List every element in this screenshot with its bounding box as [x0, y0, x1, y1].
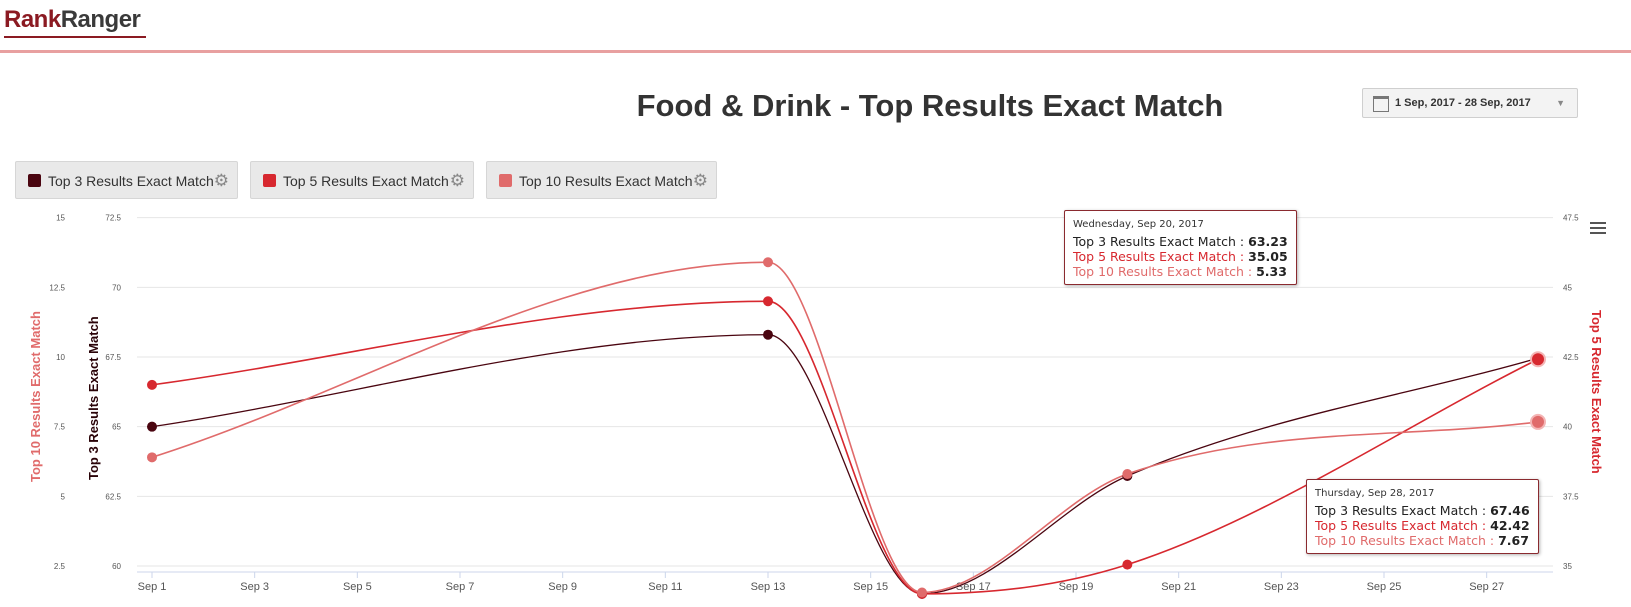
top-bar: RankRanger [0, 0, 1631, 53]
data-point-top5 [763, 296, 773, 307]
x-tick-label: Sep 5 [343, 581, 372, 593]
y-tick-label-top3: 65 [112, 423, 121, 432]
y-tick-label-top10: 7.5 [54, 423, 66, 432]
y-tick-label-top10: 15 [56, 214, 65, 223]
x-tick-label: Sep 9 [548, 581, 577, 593]
legend-label-top5: Top 5 Results Exact Match [283, 173, 449, 189]
calendar-icon [1373, 96, 1389, 112]
tooltip-date: Wednesday, Sep 20, 2017 [1073, 219, 1204, 230]
x-tick-label: Sep 23 [1264, 581, 1299, 593]
legend-item-top5[interactable]: Top 5 Results Exact Match ⚙ [250, 161, 474, 199]
logo-rank-text: Rank [4, 6, 61, 33]
y-tick-label-top5: 45 [1563, 283, 1572, 292]
data-point-top10 [1122, 469, 1133, 480]
date-range-text: 1 Sep, 2017 - 28 Sep, 2017 [1395, 97, 1531, 109]
tooltip-row-top5: Top 5 Results Exact Match : 42.42 [1315, 518, 1530, 533]
y-tick-label-top10: 10 [56, 353, 65, 362]
tooltip-row-top3: Top 3 Results Exact Match : 63.23 [1073, 234, 1288, 249]
tooltip-row-top3: Top 3 Results Exact Match : 67.46 [1315, 503, 1530, 518]
x-tick-label: Sep 15 [853, 581, 888, 593]
legend-item-top10[interactable]: Top 10 Results Exact Match ⚙ [486, 161, 717, 199]
rank-ranger-logo[interactable]: RankRanger [4, 6, 141, 34]
page-title: Food & Drink - Top Results Exact Match [636, 88, 1224, 123]
y-tick-label-top10: 12.5 [49, 283, 65, 292]
x-tick-label: Sep 7 [446, 581, 475, 593]
tooltip-sep-28: Thursday, Sep 28, 2017 Top 3 Results Exa… [1306, 479, 1539, 554]
tooltip-row-top5: Top 5 Results Exact Match : 35.05 [1073, 249, 1288, 264]
x-tick-label: Sep 27 [1469, 581, 1504, 593]
x-tick-label: Sep 11 [648, 581, 682, 593]
tooltip-sep-20: Wednesday, Sep 20, 2017 Top 3 Results Ex… [1064, 210, 1297, 285]
y-tick-label-top5: 42.5 [1563, 353, 1579, 362]
legend-label-top10: Top 10 Results Exact Match [519, 173, 693, 189]
y-tick-label-top3: 72.5 [105, 214, 121, 223]
chevron-down-icon: ▼ [1556, 98, 1565, 108]
tooltip-date: Thursday, Sep 28, 2017 [1315, 488, 1435, 499]
legend-swatch-top5 [263, 174, 276, 187]
y-tick-label-top3: 60 [112, 562, 121, 571]
axis-title-top10: Top 10 Results Exact Match [28, 311, 43, 482]
y-tick-label-top10: 5 [61, 492, 66, 501]
y-tick-label-top3: 62.5 [105, 492, 121, 501]
series-line-top10 [151, 261, 1539, 594]
data-point-top5 [147, 379, 157, 390]
legend-swatch-top10 [499, 174, 512, 187]
y-tick-label-top3: 70 [112, 283, 121, 292]
y-tick-label-top5: 35 [1563, 562, 1572, 571]
gear-icon[interactable]: ⚙ [692, 171, 708, 190]
logo-ranger-text: Ranger [60, 6, 141, 33]
data-point-top5 [1122, 559, 1133, 570]
legend-label-top3: Top 3 Results Exact Match [48, 173, 214, 189]
y-tick-label-top5: 47.5 [1563, 214, 1579, 223]
data-point-top10 [917, 587, 927, 598]
data-point-top3 [147, 421, 157, 432]
x-tick-label: Sep 25 [1367, 581, 1402, 593]
data-point-top10 [1530, 413, 1546, 430]
series-line-top3 [151, 334, 1539, 595]
chart-menu-icon[interactable] [1590, 222, 1606, 237]
x-tick-label: Sep 3 [240, 581, 269, 593]
gear-icon[interactable]: ⚙ [213, 171, 229, 190]
data-point-top10 [147, 452, 157, 463]
data-point-top10 [763, 257, 773, 268]
x-tick-label: Sep 19 [1059, 581, 1094, 593]
logo-underline [4, 36, 146, 38]
x-tick-label: Sep 21 [1161, 581, 1196, 593]
y-tick-label-top5: 40 [1563, 423, 1572, 432]
x-tick-label: Sep 1 [138, 581, 167, 593]
axis-title-top5: Top 5 Results Exact Match [1589, 310, 1604, 474]
legend-swatch-top3 [28, 174, 41, 187]
axis-title-top3: Top 3 Results Exact Match [86, 316, 101, 480]
tooltip-row-top10: Top 10 Results Exact Match : 7.67 [1315, 533, 1529, 548]
y-tick-label-top3: 67.5 [105, 353, 121, 362]
data-point-top5 [1530, 351, 1546, 368]
tooltip-row-top10: Top 10 Results Exact Match : 5.33 [1073, 264, 1287, 279]
legend-item-top3[interactable]: Top 3 Results Exact Match ⚙ [15, 161, 238, 199]
y-tick-label-top10: 2.5 [54, 562, 66, 571]
x-tick-label: Sep 13 [751, 581, 786, 593]
series-line-top5 [151, 300, 1539, 595]
data-point-top3 [763, 329, 773, 340]
y-tick-label-top5: 37.5 [1563, 492, 1579, 501]
date-range-picker[interactable]: 1 Sep, 2017 - 28 Sep, 2017 ▼ [1362, 88, 1578, 118]
gear-icon[interactable]: ⚙ [449, 171, 465, 190]
